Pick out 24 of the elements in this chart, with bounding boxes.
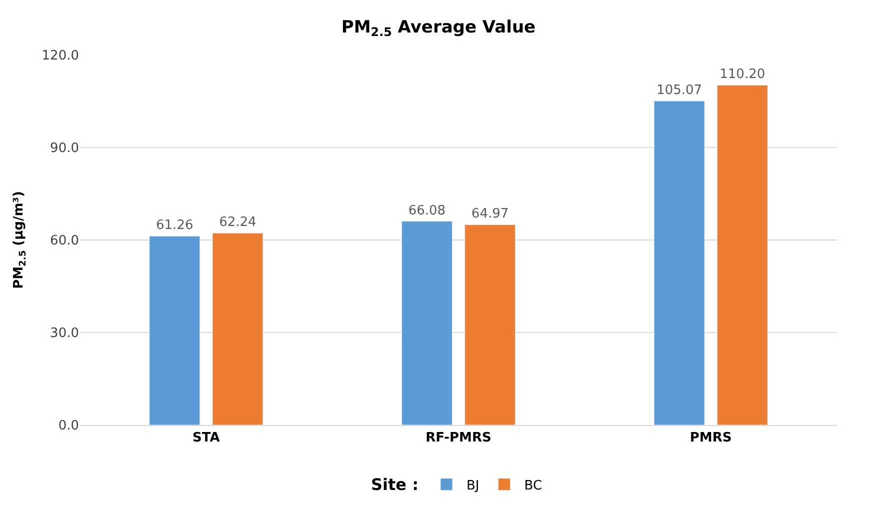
bar (716, 84, 768, 425)
y-tick-label: 30.0 (50, 326, 79, 342)
data-label: 62.24 (219, 215, 256, 230)
legend-label: BJ (466, 478, 480, 494)
data-label: 110.20 (720, 67, 766, 82)
data-label: 66.08 (408, 203, 446, 218)
bar (464, 224, 516, 425)
bar (401, 221, 452, 425)
y-tick-label: 0.0 (58, 418, 79, 434)
y-tick-label: 60.0 (50, 234, 79, 249)
legend-title: Site : (371, 475, 418, 494)
x-tick-label: STA (192, 430, 220, 446)
x-tick-label: RF-PMRS (426, 430, 492, 446)
data-label: 61.26 (156, 218, 194, 234)
y-tick-label: 90.0 (50, 141, 79, 156)
data-label: 105.07 (656, 83, 702, 98)
legend-label: BC (524, 478, 542, 494)
bar (654, 100, 705, 425)
y-tick-label: 120.0 (42, 48, 79, 64)
bar (212, 232, 264, 425)
data-label: 64.97 (471, 206, 509, 222)
x-tick-label: PMRS (690, 430, 732, 446)
bar (149, 236, 200, 425)
chart-title: PM$_{2.5}$ Average Value (341, 17, 536, 39)
